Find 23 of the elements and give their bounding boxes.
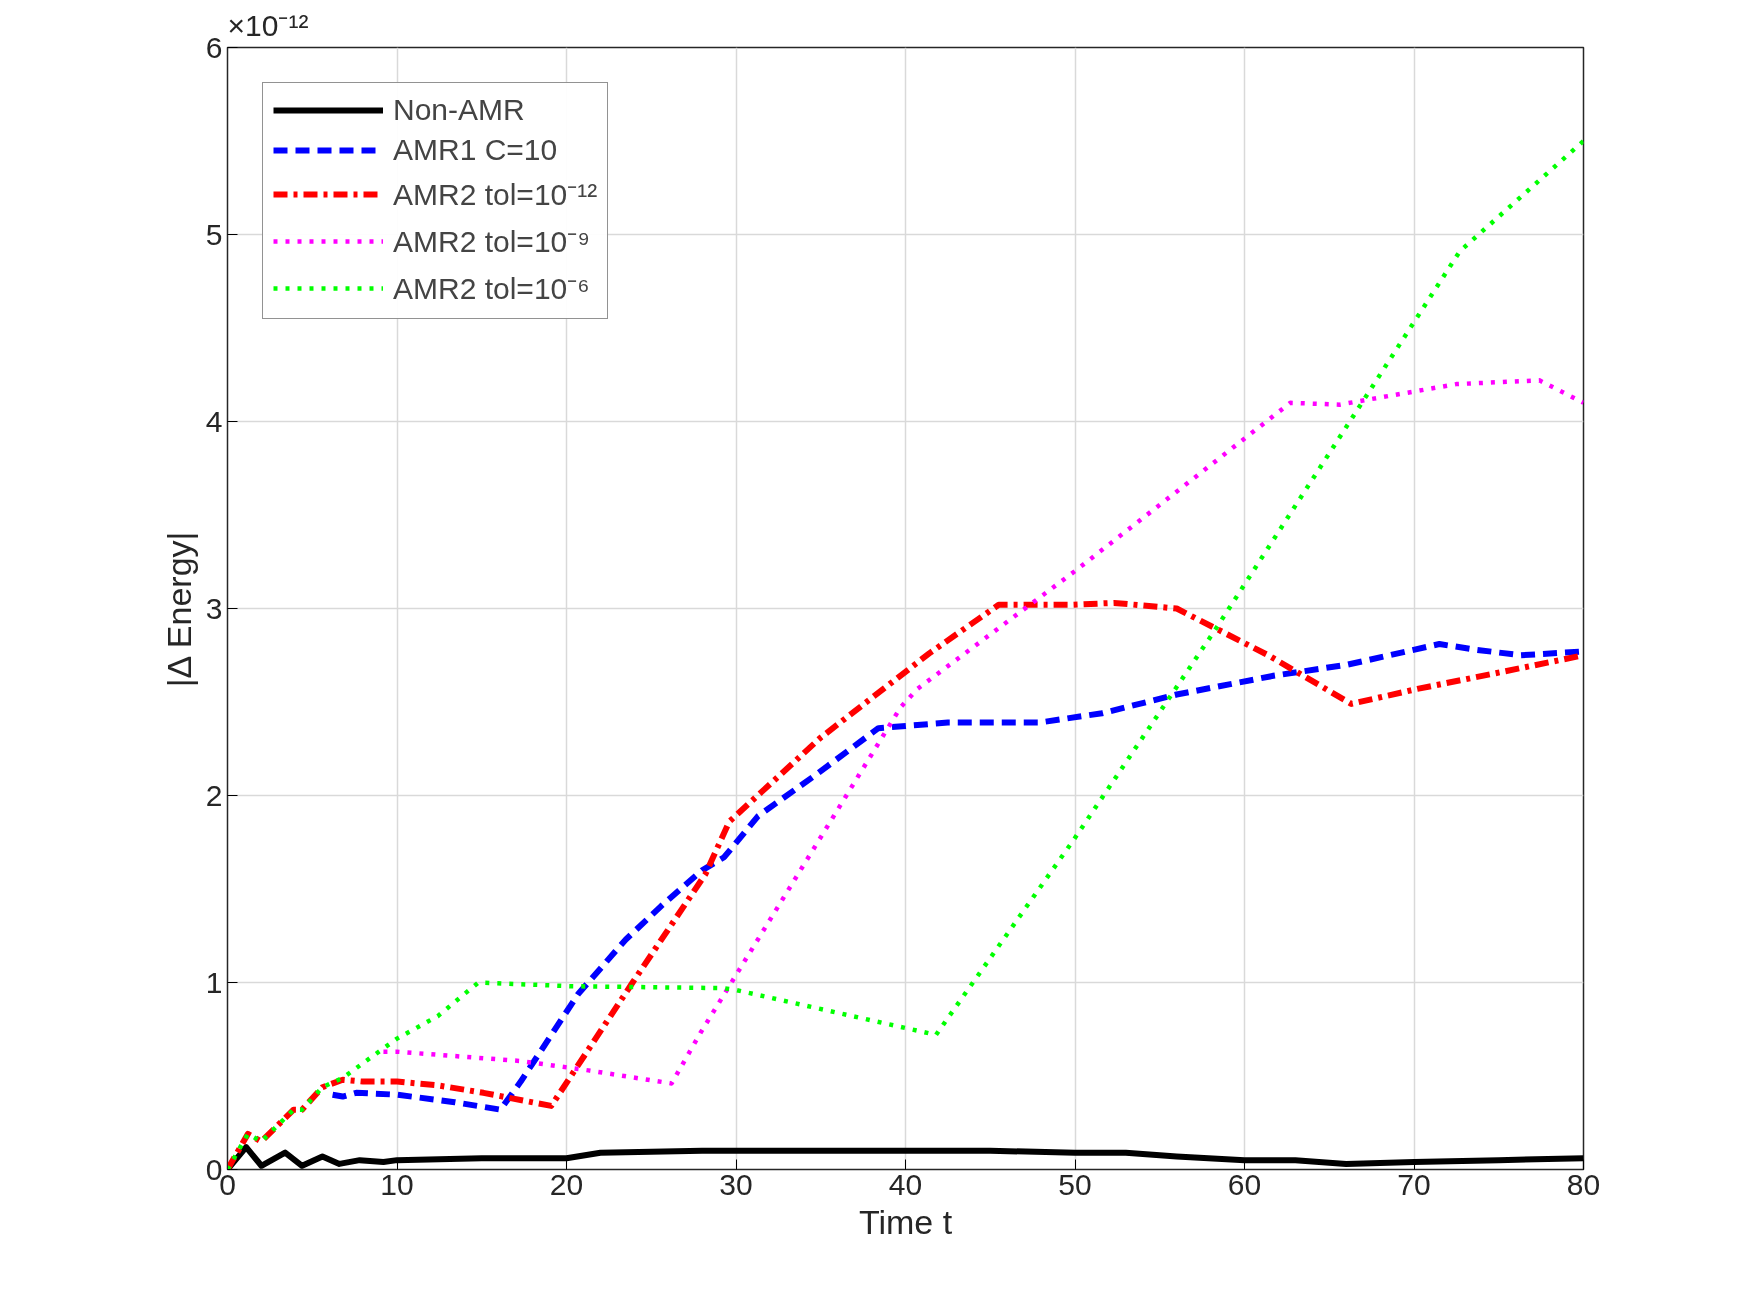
- y-tick-label: 2: [205, 778, 223, 812]
- legend-label: AMR2 tol=10⁻⁹: [393, 224, 591, 260]
- y-axis-title: |Δ Energy|: [159, 531, 198, 688]
- y-tick-label: 5: [205, 217, 223, 251]
- x-tick-label: 70: [1397, 1167, 1431, 1201]
- x-tick-label: 30: [719, 1167, 753, 1201]
- x-tick-label: 60: [1227, 1167, 1262, 1201]
- y-tick-label: 1: [205, 965, 223, 999]
- text: ×10⁻¹²: [227, 8, 309, 42]
- legend-label: AMR2 tol=10⁻⁶: [393, 271, 590, 307]
- y-tick-label: 6: [205, 30, 223, 64]
- x-tick-label: 80: [1566, 1167, 1601, 1201]
- x-tick-label: 50: [1058, 1167, 1092, 1201]
- legend-label: Non-AMR: [393, 93, 525, 127]
- x-tick-label: 20: [549, 1167, 584, 1201]
- legend-label: AMR2 tol=10⁻¹²: [393, 177, 598, 213]
- y-tick-label: 3: [205, 591, 223, 625]
- line-series: [381, 378, 1584, 1086]
- x-tick-label: 10: [380, 1167, 414, 1201]
- y-tick-label: 4: [205, 404, 223, 438]
- x-tick-label: 40: [888, 1167, 923, 1201]
- legend-label: AMR1 C=10: [393, 133, 558, 167]
- x-axis-title: Time t: [858, 1202, 953, 1241]
